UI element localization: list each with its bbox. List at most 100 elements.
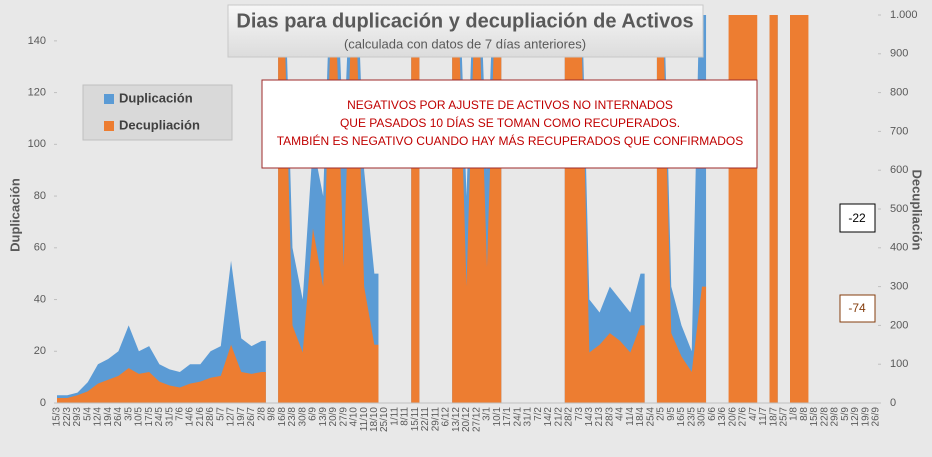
- legend-swatch: [104, 94, 114, 104]
- x-tick-label: 16/5: [676, 407, 687, 427]
- area: [57, 15, 809, 403]
- x-tick-label: 10/1: [492, 407, 503, 427]
- x-tick-label: 29/8: [830, 407, 841, 427]
- x-tick-label: 2/8: [256, 407, 267, 421]
- x-tick-label: 19/7: [236, 407, 247, 427]
- x-tick-label: 6/12: [441, 407, 452, 427]
- y-tick-label: 100: [28, 138, 46, 150]
- y-tick-label: 60: [34, 242, 46, 254]
- y2-tick-label: 500: [890, 203, 908, 215]
- annotation: TAMBIÉN ES NEGATIVO CUANDO HAY MÁS RECUP…: [277, 133, 744, 148]
- annotation-box: [261, 79, 758, 169]
- x-tick-label: 27/9: [338, 407, 349, 427]
- x-tick-label: 12/4: [93, 407, 104, 427]
- x-tick-label: 7/3: [574, 407, 585, 421]
- x-tick-label: 28/3: [604, 407, 615, 427]
- y-tick-label: 0: [40, 397, 46, 409]
- y2-tick-label: 300: [890, 281, 908, 293]
- x-tick-label: 25/10: [379, 407, 390, 432]
- y2-axis-title: Decupliación: [910, 170, 925, 251]
- x-tick-label: 24/5: [154, 407, 165, 427]
- x-tick-label: 28/6: [205, 407, 216, 427]
- x-tick-label: 14/2: [543, 407, 554, 427]
- x-tick-label: 21/6: [195, 407, 206, 427]
- y2-tick-label: 200: [890, 319, 908, 331]
- x-tick-label: 18/7: [768, 407, 779, 427]
- y-tick-label: 80: [34, 190, 46, 202]
- x-tick-label: 30/8: [297, 407, 308, 427]
- x-tick-label: 11/7: [758, 407, 769, 426]
- y-tick-label: 120: [28, 87, 46, 99]
- x-tick-label: 2/5: [656, 407, 667, 421]
- y2-tick-label: 0: [890, 397, 896, 409]
- x-tick-label: 22/11: [420, 407, 431, 432]
- x-tick-label: 12/7: [226, 407, 237, 427]
- x-tick-label: 12/9: [850, 407, 861, 427]
- plot-area: [57, 15, 809, 403]
- y-tick-label: 40: [34, 293, 46, 305]
- x-tick-label: 19/4: [103, 407, 114, 427]
- y-axis-title: Duplicación: [7, 178, 22, 252]
- x-tick-label: 13/6: [717, 407, 728, 427]
- y2-tick-label: 700: [890, 125, 908, 137]
- x-tick-label: 25/4: [645, 407, 656, 427]
- x-tick-label: 19/9: [860, 407, 871, 427]
- x-tick-label: 3/5: [123, 407, 134, 421]
- x-tick-label: 29/3: [72, 407, 83, 427]
- x-tick-label: 4/7: [748, 407, 759, 421]
- chart-title: Dias para duplicación y decupliación de …: [236, 10, 693, 32]
- x-tick-label: 6/9: [308, 407, 319, 421]
- area: [57, 15, 799, 403]
- x-tick-label: 20/9: [328, 407, 339, 427]
- annotation: NEGATIVOS POR AJUSTE DE ACTIVOS NO INTER…: [347, 98, 673, 112]
- x-tick-label: 18/10: [369, 407, 380, 432]
- y-tick-label: 140: [28, 35, 46, 47]
- legend-swatch: [104, 121, 114, 131]
- x-tick-label: 13/12: [451, 407, 462, 432]
- x-tick-label: 11/10: [359, 407, 370, 432]
- annotation: QUE PASADOS 10 DÍAS SE TOMAN COMO RECUPE…: [340, 115, 680, 130]
- x-tick-label: 10/5: [134, 407, 145, 427]
- x-tick-label: 8/11: [400, 407, 411, 426]
- x-tick-label: 9/8: [267, 407, 278, 421]
- x-tick-label: 26/7: [246, 407, 257, 427]
- x-tick-label: 27/12: [471, 407, 482, 432]
- value-box: [839, 294, 876, 323]
- x-tick-label: 23/8: [287, 407, 298, 427]
- value-box-label: -22: [848, 211, 866, 225]
- x-tick-label: 28/2: [564, 407, 575, 427]
- x-tick-label: 1/8: [789, 407, 800, 421]
- x-tick-label: 8/8: [799, 407, 810, 421]
- x-tick-label: 26/9: [871, 407, 882, 427]
- x-tick-label: 17/5: [144, 407, 155, 427]
- value-box: [839, 203, 876, 233]
- x-tick-label: 5/4: [82, 407, 93, 421]
- x-tick-label: 31/5: [164, 407, 175, 427]
- y-tick-label: 20: [34, 345, 46, 357]
- x-tick-label: 23/5: [686, 407, 697, 427]
- x-tick-label: 5/9: [840, 407, 851, 421]
- x-tick-label: 9/5: [666, 407, 677, 421]
- x-tick-label: 17/1: [502, 407, 513, 427]
- x-tick-label: 5/7: [215, 407, 226, 421]
- x-tick-label: 15/11: [410, 407, 421, 432]
- x-tick-label: 22/3: [62, 407, 73, 427]
- x-tick-label: 26/4: [113, 407, 124, 427]
- x-tick-label: 20/12: [461, 407, 472, 432]
- x-tick-label: 27/6: [738, 407, 749, 427]
- x-tick-label: 11/4: [625, 407, 636, 426]
- legend-label: Decupliación: [119, 117, 200, 132]
- chart-subtitle: (calculada con datos de 7 días anteriore…: [344, 36, 586, 51]
- x-tick-label: 1/11: [389, 407, 400, 426]
- x-tick-label: 14/6: [185, 407, 196, 427]
- x-tick-label: 14/3: [584, 407, 595, 427]
- x-tick-label: 22/8: [819, 407, 830, 427]
- legend-label: Duplicación: [119, 90, 193, 105]
- x-tick-label: 15/8: [809, 407, 820, 427]
- x-tick-label: 20/6: [727, 407, 738, 427]
- y2-tick-label: 1.000: [890, 9, 918, 21]
- x-tick-label: 31/1: [523, 407, 534, 427]
- x-tick-label: 18/4: [635, 407, 646, 427]
- y2-tick-label: 600: [890, 164, 908, 176]
